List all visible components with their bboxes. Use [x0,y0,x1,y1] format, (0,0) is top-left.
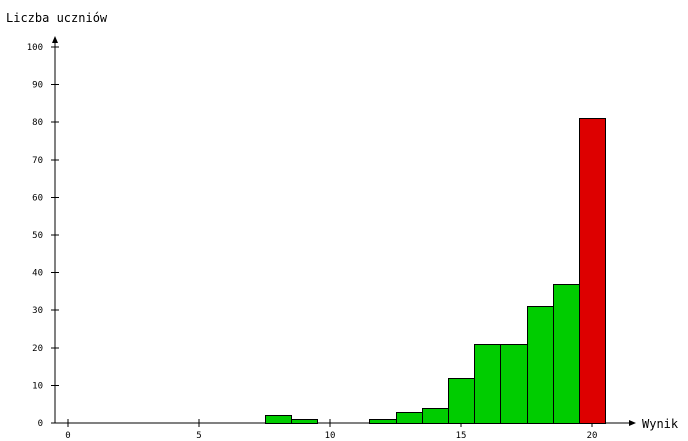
x-tick-label: 5 [196,431,201,441]
bar-score-8 [265,415,292,424]
bars-group [265,118,606,424]
x-tick-label: 20 [587,431,598,441]
bar-score-17 [500,344,528,424]
bar-score-18 [527,306,554,424]
y-tick-label: 20 [32,344,43,354]
y-tick-label: 80 [32,118,43,128]
y-axis-ticks: 0 10 20 30 40 50 60 70 80 90 100 [27,43,59,429]
y-tick-label: 30 [32,306,43,316]
x-tick-label: 15 [456,431,467,441]
y-tick-label: 10 [32,381,43,391]
axis-arrows [52,36,636,426]
y-tick-label: 70 [32,156,43,166]
x-axis-arrow [629,420,636,426]
bar-score-16 [474,344,501,424]
y-axis-arrow [52,36,58,43]
bar-score-20 [579,118,606,424]
bar-score-13 [396,412,423,424]
y-tick-label: 0 [38,419,43,429]
bar-score-9 [291,419,318,424]
bar-score-12 [369,419,397,424]
y-tick-label: 40 [32,269,43,279]
bar-score-15 [448,378,475,424]
y-tick-label: 100 [27,43,43,53]
x-tick-label: 10 [325,431,336,441]
bar-score-19 [553,284,580,424]
x-axis-title: Wynik [642,417,679,431]
x-tick-label: 0 [65,431,70,441]
y-tick-label: 90 [32,81,43,91]
y-tick-label: 50 [32,231,43,241]
bar-score-14 [422,408,449,424]
y-axis-title: Liczba uczniów [6,11,108,25]
y-tick-label: 60 [32,193,43,203]
